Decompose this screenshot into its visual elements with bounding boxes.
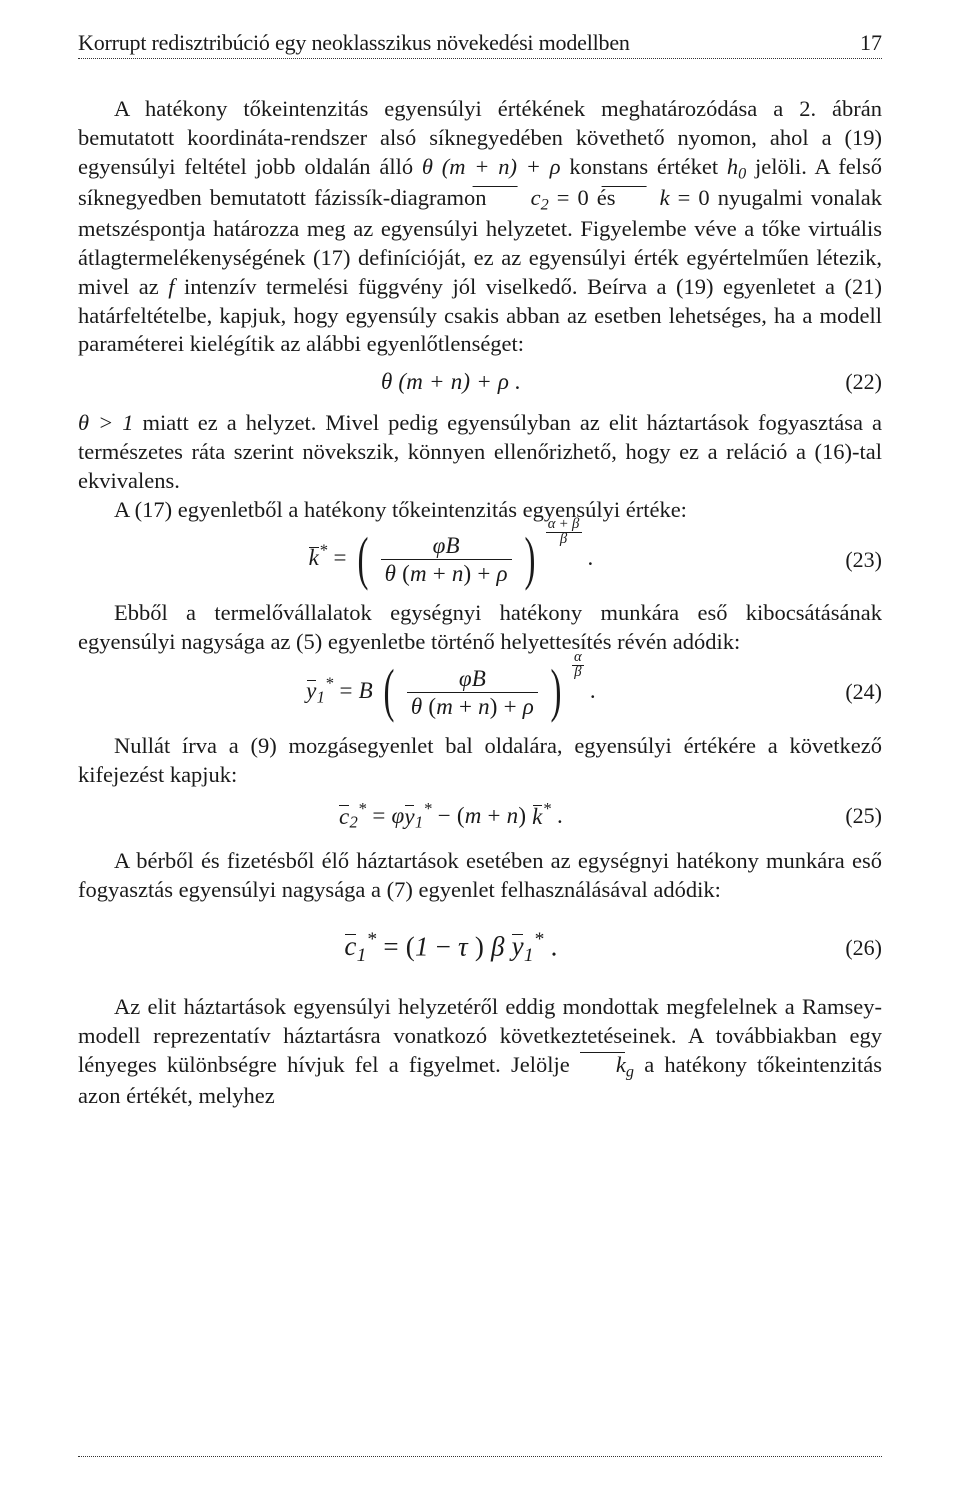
paragraph-5: Nullát írva a (9) mozgásegyenlet bal old… bbox=[78, 732, 882, 790]
paragraph-2: θ > 1 miatt ez a helyzet. Mivel pedig eg… bbox=[78, 409, 882, 495]
running-header: Korrupt redisztribúció egy neoklasszikus… bbox=[78, 30, 882, 56]
paragraph-3: A (17) egyenletből a hatékony tőkeintenz… bbox=[78, 496, 882, 525]
eq26-number: (26) bbox=[824, 935, 882, 961]
paragraph-4: Ebből a termelővállalatok egységnyi haté… bbox=[78, 599, 882, 657]
paragraph-7: Az elit háztartások egyensúlyi helyzetér… bbox=[78, 993, 882, 1111]
footer-rule bbox=[78, 1456, 882, 1457]
eq25-body: c2* = φy1* − (m + n) k* . bbox=[78, 799, 824, 833]
eq26-body: c1* = (1 − τ ) β y1* . bbox=[78, 929, 824, 967]
equation-25: c2* = φy1* − (m + n) k* . (25) bbox=[78, 799, 882, 833]
inline-kdot-eq0: k = 0 bbox=[624, 185, 710, 210]
p2-text-a: miatt ez a helyzet. Mivel pedig egyensúl… bbox=[78, 410, 882, 493]
page: Korrupt redisztribúció egy neoklasszikus… bbox=[0, 0, 960, 1493]
equation-22: θ (m + n) + ρ . (22) bbox=[78, 369, 882, 395]
inline-kg: kg bbox=[580, 1052, 634, 1077]
inline-f: f bbox=[168, 274, 184, 299]
eq22-body: θ (m + n) + ρ . bbox=[78, 369, 824, 395]
equation-24: y1* = B ( φB θ (m + n) + ρ ) α β . (24) bbox=[78, 667, 882, 718]
paragraph-6: A bérből és fizetésből élő háztartások e… bbox=[78, 847, 882, 905]
p1-text-f: intenzív termelési függvény jól viselked… bbox=[78, 274, 882, 357]
eq23-number: (23) bbox=[824, 547, 882, 573]
eq22-number: (22) bbox=[824, 369, 882, 395]
page-number: 17 bbox=[860, 30, 882, 56]
eq24-body: y1* = B ( φB θ (m + n) + ρ ) α β . bbox=[78, 667, 824, 718]
paragraph-1: A hatékony tőkeintenzitás egyensúlyi ért… bbox=[78, 95, 882, 359]
eq24-number: (24) bbox=[824, 679, 882, 705]
inline-theta-gt1: θ > 1 bbox=[78, 410, 134, 435]
inline-c2dot-eq0: c2 = 0 bbox=[495, 185, 589, 210]
running-title: Korrupt redisztribúció egy neoklasszikus… bbox=[78, 30, 630, 56]
eq23-body: k* = ( φB θ (m + n) + ρ ) α + β β . bbox=[78, 534, 824, 585]
header-rule bbox=[78, 58, 882, 59]
p1-text-d: és bbox=[597, 185, 624, 210]
inline-expr-theta-rho: θ (m + n) + ρ bbox=[422, 154, 561, 179]
equation-23: k* = ( φB θ (m + n) + ρ ) α + β β . (23) bbox=[78, 534, 882, 585]
equation-26: c1* = (1 − τ ) β y1* . (26) bbox=[78, 929, 882, 967]
inline-h0: h0 bbox=[727, 154, 746, 179]
p1-text-b: konstans értéket bbox=[569, 154, 727, 179]
eq25-number: (25) bbox=[824, 803, 882, 829]
